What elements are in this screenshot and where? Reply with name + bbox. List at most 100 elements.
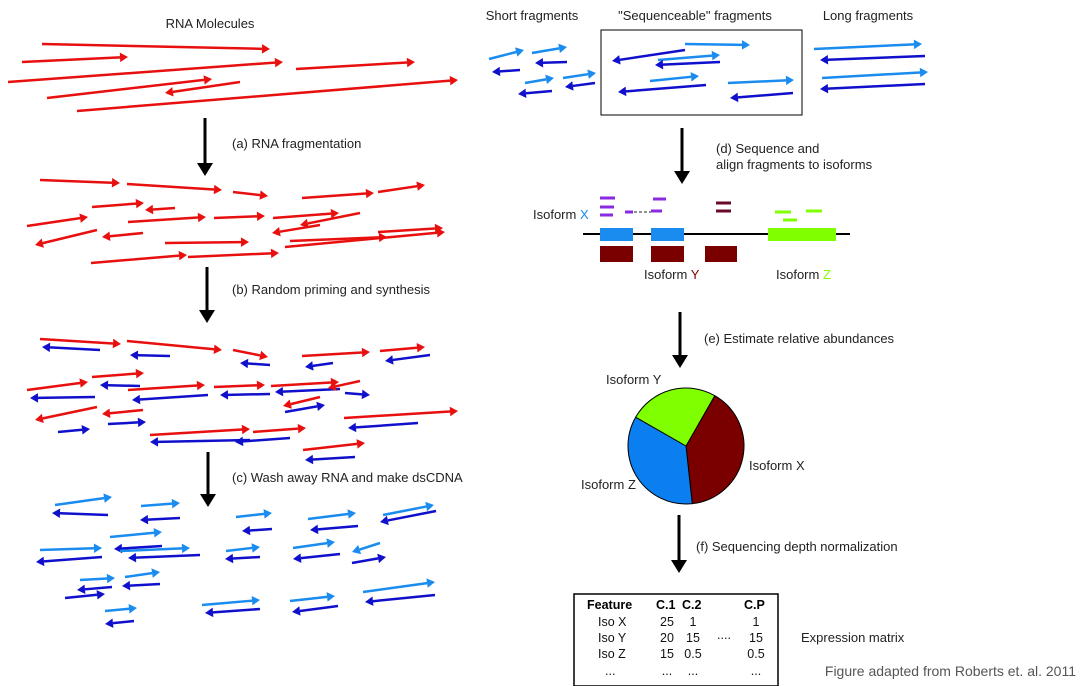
dscdna-arrow-shaft bbox=[292, 541, 328, 550]
rna-fragment-arrow-shaft bbox=[289, 236, 380, 243]
rna-fragment-arrow-head bbox=[79, 213, 88, 223]
primed-fragment-arrow-head bbox=[316, 401, 325, 412]
primed-fragment-arrow-shaft bbox=[290, 395, 321, 406]
dscdna-arrow-shaft bbox=[54, 496, 105, 507]
dscdna-arrow-shaft bbox=[299, 604, 339, 613]
dscdna-arrow-head bbox=[292, 606, 301, 616]
primed-fragment-arrow-head bbox=[196, 380, 205, 391]
matrix-cell: ... bbox=[751, 664, 761, 678]
primed-fragment-arrow-head bbox=[240, 358, 249, 369]
sequenceable-fragment-arrow-shaft bbox=[625, 83, 707, 93]
dscdna-arrow-head bbox=[151, 568, 160, 578]
isoform-y-exon-1 bbox=[600, 246, 633, 262]
sequenceable-fragment-arrow-head bbox=[612, 55, 621, 65]
primed-fragment-arrow-head bbox=[102, 408, 111, 418]
rna-fragment-arrow-shaft bbox=[272, 212, 332, 220]
long-fragment-arrow-head bbox=[820, 54, 829, 65]
dscdna-arrow-shaft bbox=[212, 607, 261, 614]
dscdna-arrow-head bbox=[105, 618, 114, 628]
long-fragment-arrow-shaft bbox=[827, 82, 926, 90]
step-c-label: (c) Wash away RNA and make dsCDNA bbox=[232, 470, 463, 485]
primed-fragment-arrow-shaft bbox=[312, 455, 356, 461]
primed-fragment-arrow-shaft bbox=[301, 351, 363, 358]
primed-fragment-arrow-head bbox=[328, 381, 337, 391]
dscdna-arrow-shaft bbox=[140, 502, 173, 508]
dscdna-arrow-head bbox=[263, 509, 272, 519]
primed-fragment-arrow-head bbox=[220, 390, 229, 400]
rna-fragment-arrow-head bbox=[436, 228, 445, 238]
dscdna-arrow-shaft bbox=[232, 555, 261, 560]
matrix-cell: Iso Z bbox=[598, 647, 626, 661]
sequenceable-fragments-label: "Sequenceable" fragments bbox=[618, 8, 772, 23]
long-fragments-group bbox=[813, 39, 928, 94]
rna-fragment-arrow-shaft bbox=[232, 190, 261, 197]
rna-fragment-arrow-shaft bbox=[187, 252, 272, 259]
rna-molecule-arrow-head bbox=[274, 57, 283, 68]
sequenceable-fragment-arrow-shaft bbox=[657, 54, 713, 62]
step-b-arrow bbox=[199, 267, 215, 323]
rna-fragment-arrow-shaft bbox=[213, 215, 258, 220]
dscdna-arrow-head bbox=[93, 543, 102, 554]
primed-fragment-arrow-shaft bbox=[252, 427, 299, 434]
dscdna-arrow-head bbox=[181, 543, 190, 554]
abundance-pie-chart bbox=[627, 387, 745, 505]
rna-fragment-arrow-shaft bbox=[307, 211, 361, 225]
primed-fragment-arrow-shaft bbox=[139, 393, 209, 401]
rna-fragment-arrow-shaft bbox=[126, 182, 215, 191]
primed-fragment-arrow-shaft bbox=[392, 353, 431, 362]
step-f-arrow bbox=[671, 515, 687, 573]
step-d-arrow bbox=[674, 128, 690, 184]
matrix-cell: 20 bbox=[660, 631, 674, 645]
primed-fragment-arrow-shaft bbox=[109, 408, 144, 415]
primed-fragment-arrow-shaft bbox=[149, 428, 243, 437]
rna-fragment-arrow-shaft bbox=[377, 184, 418, 194]
dscdna-arrow-shaft bbox=[387, 509, 437, 522]
sequenceable-fragment-arrow-shaft bbox=[649, 75, 692, 83]
sequenceable-fragment-arrow-head bbox=[655, 59, 664, 70]
short-fragment-arrow-head bbox=[558, 43, 567, 54]
primed-fragment-arrow-head bbox=[132, 394, 141, 405]
sequenceable-fragment-arrow-head bbox=[785, 75, 794, 86]
dscdna-arrow-shaft bbox=[43, 555, 103, 563]
dscdna-arrow-shaft bbox=[359, 541, 381, 551]
rna-molecule-arrow-head bbox=[119, 52, 128, 63]
isoform-x-reads bbox=[600, 196, 666, 217]
rna-fragment-arrow-head bbox=[145, 204, 154, 215]
rna-fragments-group bbox=[26, 177, 445, 265]
rna-molecule-arrow-shaft bbox=[76, 79, 451, 113]
rna-fragment-arrow-head bbox=[102, 231, 111, 241]
dscdna-arrow-shaft bbox=[124, 571, 153, 579]
dscdna-arrow-head bbox=[153, 528, 162, 538]
dscdna-arrow-head bbox=[171, 498, 180, 509]
matrix-cell: ... bbox=[688, 664, 698, 678]
dscdna-arrow-head bbox=[380, 515, 389, 526]
primed-fragment-arrow-shaft bbox=[282, 387, 341, 393]
short-fragments-label: Short fragments bbox=[486, 8, 579, 23]
matrix-header-cp: C.P bbox=[744, 598, 765, 612]
long-fragment-arrow-head bbox=[820, 83, 829, 94]
dscdna-arrow-head bbox=[426, 578, 435, 588]
primed-fragment-arrow-shaft bbox=[284, 405, 318, 414]
long-fragment-arrow-head bbox=[913, 39, 922, 50]
primed-fragment-arrow-head bbox=[283, 399, 292, 409]
dscdna-arrow-head bbox=[140, 514, 149, 525]
dscdna-arrow-head bbox=[103, 493, 112, 503]
short-fragment-arrow-shaft bbox=[562, 72, 589, 80]
rna-molecule-arrow-head bbox=[449, 75, 458, 86]
primed-fragment-arrow-shaft bbox=[335, 379, 361, 388]
dscdna-arrow-head bbox=[128, 552, 137, 563]
sequenceable-fragments-group bbox=[612, 40, 794, 103]
rna-fragment-arrow-shaft bbox=[284, 231, 438, 249]
rna-fragment-arrow-head bbox=[300, 218, 309, 229]
primed-fragment-arrow-shaft bbox=[355, 421, 419, 429]
rna-fragment-arrow-shaft bbox=[90, 254, 180, 265]
dscdna-arrow-shaft bbox=[225, 546, 253, 553]
dscdna-arrow-head bbox=[242, 525, 251, 536]
primed-fragment-arrow-head bbox=[213, 344, 222, 354]
step-f-label: (f) Sequencing depth normalization bbox=[696, 539, 898, 554]
isoform-y-reads bbox=[716, 201, 731, 213]
primed-fragment-arrow-shaft bbox=[242, 436, 291, 443]
short-fragments-group bbox=[488, 43, 596, 99]
dscdna-arrow-head bbox=[326, 538, 335, 548]
isoform-y-exon-2 bbox=[651, 246, 684, 262]
